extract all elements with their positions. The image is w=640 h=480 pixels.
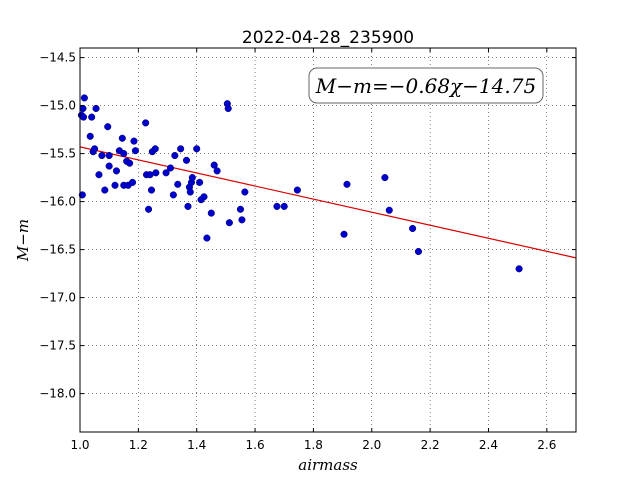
data-point <box>343 180 351 188</box>
data-point <box>92 104 100 113</box>
data-point <box>101 186 109 194</box>
data-point <box>120 150 128 158</box>
plot-frame <box>79 47 577 433</box>
y-tick-label: −14.5 <box>39 51 76 65</box>
data-point <box>177 145 185 153</box>
data-point <box>151 145 159 153</box>
y-tick-label: −18.0 <box>39 387 76 401</box>
chart-title: 2022-04-28_235900 <box>242 28 414 48</box>
data-point <box>188 174 196 182</box>
data-point <box>171 151 179 160</box>
data-point <box>104 123 112 131</box>
data-point <box>86 132 94 140</box>
fit-equation-box: M−m=−0.68χ−14.75 <box>308 67 544 104</box>
y-tick-label: −17.0 <box>39 291 76 305</box>
data-point <box>105 162 113 170</box>
data-point <box>515 265 523 273</box>
data-point <box>169 191 177 199</box>
data-point <box>293 186 301 194</box>
x-tick-label: 1.4 <box>187 438 206 452</box>
x-tick-label: 1.6 <box>246 438 265 452</box>
data-point <box>79 104 87 113</box>
x-axis-label: airmass <box>298 456 358 474</box>
data-point <box>414 247 422 256</box>
axis-ticks: 1.0 1.2 1.4 1.6 1.8 2.0 2.2 2.4 2.6 −14.5 −15.0 −15… <box>39 48 576 452</box>
data-point <box>210 161 218 169</box>
data-point <box>147 186 156 194</box>
data-point <box>174 180 182 188</box>
x-tick-label: 1.2 <box>129 438 148 452</box>
y-axis-label: M−m <box>14 219 32 262</box>
fit-line-layer <box>79 146 577 259</box>
data-point <box>128 178 137 186</box>
data-point <box>184 202 192 210</box>
data-point <box>207 209 215 217</box>
data-point <box>182 156 191 164</box>
data-point <box>142 119 150 127</box>
data-points <box>77 94 523 273</box>
data-point <box>95 171 103 179</box>
x-tick-label: 2.4 <box>479 438 498 452</box>
x-tick-label: 1.0 <box>70 438 89 452</box>
data-point <box>111 181 119 189</box>
data-point <box>381 174 389 182</box>
data-point <box>152 169 160 177</box>
data-point <box>280 202 288 210</box>
data-point <box>166 164 174 172</box>
x-tick-label: 2.0 <box>362 438 381 452</box>
data-point <box>118 134 126 142</box>
data-point <box>203 234 211 242</box>
y-tick-label: −15.5 <box>39 147 76 161</box>
data-point <box>130 137 138 145</box>
y-tick-label: −17.5 <box>39 339 76 353</box>
fit-line <box>79 146 577 259</box>
data-point <box>241 188 249 196</box>
data-point <box>131 147 139 155</box>
data-point <box>340 230 348 238</box>
data-point <box>238 216 246 224</box>
x-tick-label: 1.8 <box>304 438 323 452</box>
data-point <box>196 178 204 186</box>
data-point <box>98 151 106 160</box>
data-point <box>80 94 88 102</box>
data-point <box>409 224 417 233</box>
data-point <box>193 145 201 153</box>
fit-equation: M−m=−0.68χ−14.75 <box>315 74 536 98</box>
data-point <box>105 151 113 160</box>
data-point <box>79 113 88 121</box>
data-point <box>112 167 121 175</box>
data-point <box>200 193 208 201</box>
data-point <box>162 169 170 177</box>
data-point <box>145 205 153 213</box>
data-point <box>385 206 393 214</box>
y-tick-label: −16.5 <box>39 243 76 257</box>
data-point <box>236 205 245 213</box>
y-tick-label: −15.0 <box>39 99 76 113</box>
data-point <box>78 191 86 199</box>
x-tick-label: 2.2 <box>421 438 440 452</box>
grid <box>79 48 576 432</box>
x-tick-label: 2.6 <box>537 438 556 452</box>
data-point <box>273 202 281 210</box>
fit-equation-frame <box>308 67 544 104</box>
data-point <box>91 145 99 153</box>
data-point <box>186 188 194 196</box>
data-point <box>225 219 233 227</box>
data-point <box>224 104 232 113</box>
data-point <box>88 113 96 121</box>
data-point <box>213 167 221 175</box>
y-tick-label: −16.0 <box>39 195 76 209</box>
data-point <box>126 159 134 167</box>
